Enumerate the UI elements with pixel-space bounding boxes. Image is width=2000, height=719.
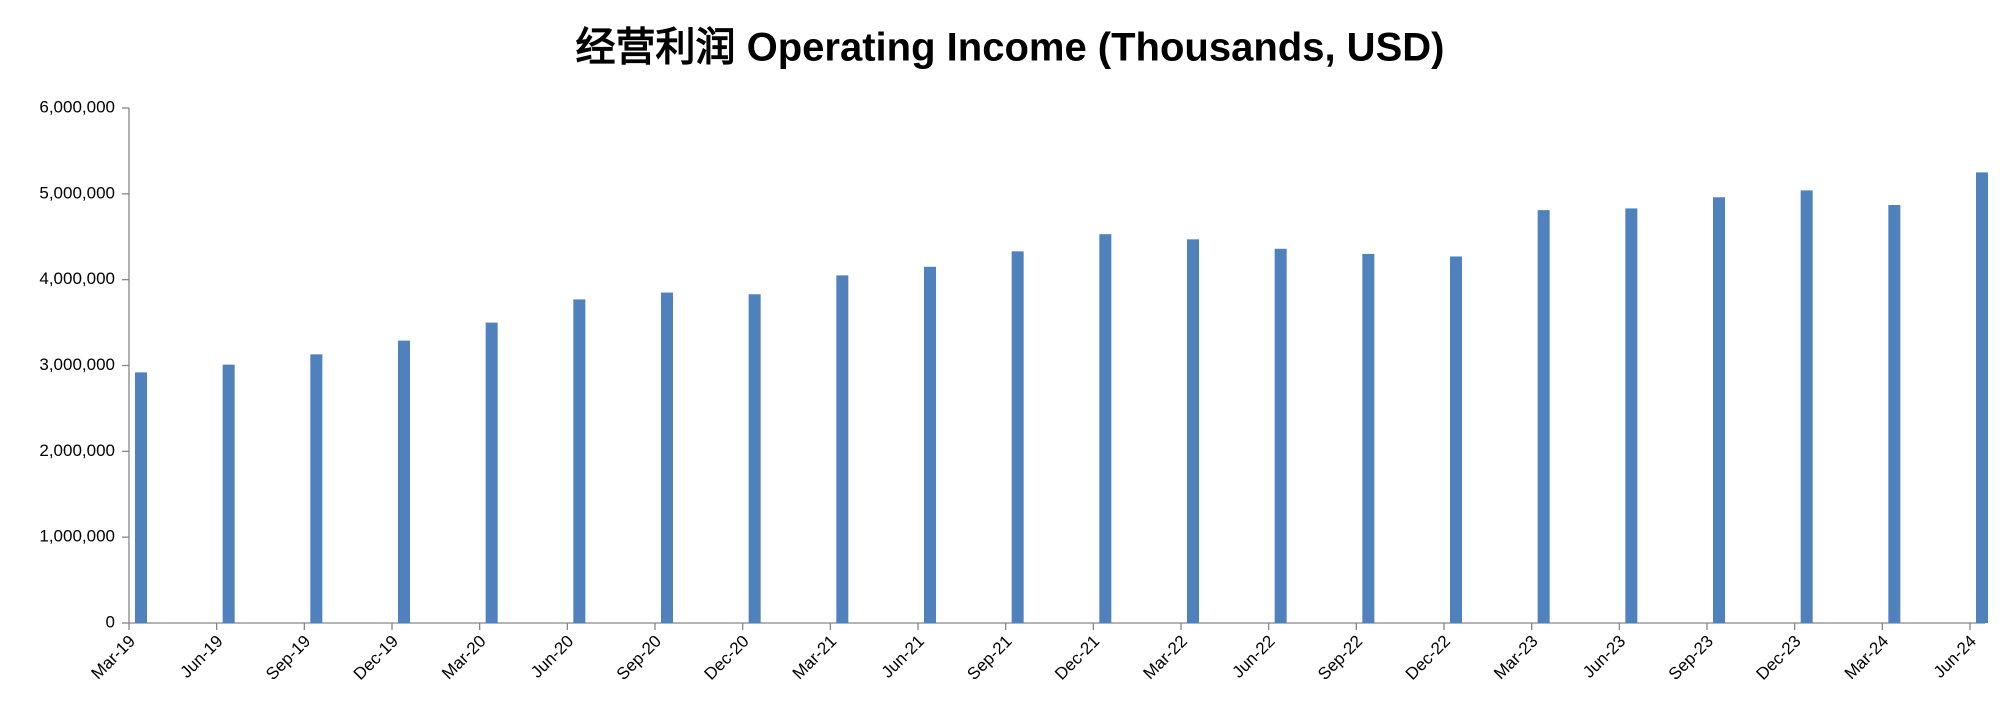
bar <box>1713 197 1725 623</box>
bar <box>1011 251 1024 623</box>
x-tick-label: Sep-22 <box>1314 632 1366 684</box>
y-tick-label: 5,000,000 <box>39 183 115 202</box>
bar <box>661 292 673 623</box>
bar <box>1888 204 1901 623</box>
x-tick-label: Sep-21 <box>963 632 1015 684</box>
y-tick-label: 2,000,000 <box>39 441 115 460</box>
x-tick-label: Jun-23 <box>1579 632 1629 682</box>
chart-title: 经营利润 Operating Income (Thousands, USD) <box>576 26 1445 70</box>
y-tick-label: 0 <box>106 612 115 631</box>
x-tick-label: Mar-22 <box>1139 632 1191 684</box>
bar <box>748 294 761 623</box>
x-tick-label: Dec-23 <box>1752 632 1804 684</box>
bar <box>1625 208 1638 624</box>
bar <box>1800 190 1813 623</box>
x-tick-label: Jun-19 <box>176 632 226 682</box>
bar <box>1187 239 1199 623</box>
bar <box>310 354 323 623</box>
x-tick-label: Dec-22 <box>1402 632 1454 684</box>
bar <box>1976 172 1988 623</box>
x-tick-label: Mar-24 <box>1841 632 1893 684</box>
x-tick-label: Jun-24 <box>1930 632 1980 682</box>
y-tick-label: 6,000,000 <box>39 97 115 116</box>
bar <box>135 372 147 623</box>
x-tick-label: Dec-20 <box>700 632 752 684</box>
x-tick-label: Dec-21 <box>1051 632 1103 684</box>
x-tick-label: Sep-19 <box>262 632 314 684</box>
bar <box>1274 248 1287 623</box>
bar <box>222 364 235 623</box>
bar <box>1450 256 1462 623</box>
y-tick-label: 1,000,000 <box>39 527 115 546</box>
bar <box>398 340 410 623</box>
x-tick-label: Mar-21 <box>789 632 841 684</box>
y-tick-label: 4,000,000 <box>39 269 115 288</box>
bar <box>1362 253 1375 623</box>
bar <box>1537 210 1550 623</box>
bar <box>1099 234 1112 624</box>
x-tick-label: Sep-23 <box>1665 632 1717 684</box>
x-tick-label: Mar-23 <box>1490 632 1542 684</box>
bar <box>573 299 586 623</box>
x-tick-label: Jun-22 <box>1228 632 1278 682</box>
x-tick-label: Jun-21 <box>878 632 928 682</box>
x-tick-label: Mar-19 <box>87 632 139 684</box>
x-tick-label: Mar-20 <box>438 632 490 684</box>
y-tick-label: 3,000,000 <box>39 355 115 374</box>
x-tick-label: Jun-20 <box>527 632 577 682</box>
x-tick-label: Dec-19 <box>350 632 402 684</box>
bar <box>485 322 498 623</box>
x-tick-label: Sep-20 <box>613 632 665 684</box>
bar <box>924 266 936 623</box>
bar <box>836 275 849 623</box>
